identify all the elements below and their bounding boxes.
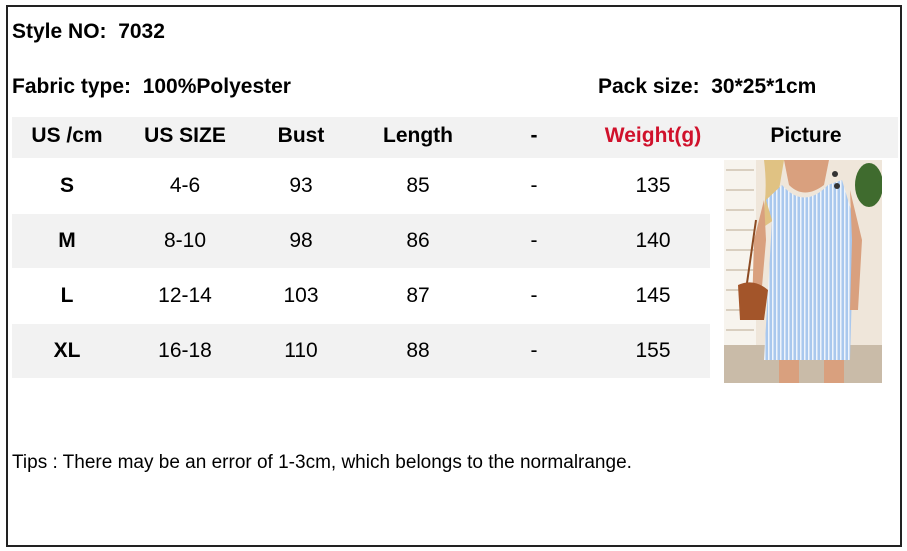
- cell-dash: -: [530, 229, 538, 252]
- cell-bust: 110: [284, 339, 318, 362]
- cell-weight: 155: [635, 339, 671, 362]
- cell-dash: -: [530, 339, 538, 362]
- cell-us-size: 16-18: [158, 339, 212, 362]
- cell-dash: -: [530, 284, 538, 307]
- cell-us-cm: M: [58, 229, 76, 252]
- header-picture: Picture: [770, 124, 842, 147]
- cell-us-cm: XL: [53, 339, 81, 362]
- cell-dash: -: [530, 174, 538, 197]
- cell-bust: 93: [289, 174, 313, 197]
- header-us-size: US SIZE: [144, 124, 226, 147]
- cell-length: 87: [406, 284, 430, 307]
- pack-label: Pack size:: [598, 75, 700, 98]
- cell-length: 88: [406, 339, 430, 362]
- tips-text: Tips : There may be an error of 1-3cm, w…: [12, 452, 632, 473]
- fabric-type: Fabric type: 100%Polyester: [12, 75, 291, 99]
- style-value: 7032: [118, 20, 165, 43]
- cell-length: 86: [406, 229, 430, 252]
- header-dash: -: [530, 124, 538, 147]
- cell-us-cm: L: [60, 284, 74, 307]
- header-bust: Bust: [277, 124, 325, 147]
- pack-value: 30*25*1cm: [711, 75, 817, 98]
- cell-bust: 103: [283, 284, 319, 307]
- cell-length: 85: [406, 174, 430, 197]
- header-weight: Weight(g): [604, 124, 702, 147]
- fabric-label: Fabric type:: [12, 75, 132, 98]
- cell-weight: 135: [635, 174, 671, 197]
- header-band: [12, 117, 898, 158]
- pack-size: Pack size: 30*25*1cm: [598, 75, 816, 99]
- product-picture: [724, 160, 882, 383]
- header-length: Length: [383, 124, 453, 147]
- cell-us-size: 12-14: [158, 284, 212, 307]
- cell-weight: 145: [635, 284, 671, 307]
- cell-us-size: 8-10: [163, 229, 207, 252]
- fabric-value: 100%Polyester: [142, 75, 291, 98]
- row-band: [12, 214, 710, 268]
- row-band: [12, 324, 710, 378]
- size-chart-frame: [6, 5, 902, 547]
- style-label: Style NO:: [12, 20, 107, 43]
- cell-weight: 140: [635, 229, 671, 252]
- cell-us-cm: S: [59, 174, 75, 197]
- style-number: Style NO: 7032: [12, 20, 165, 44]
- header-us-cm: US /cm: [31, 124, 103, 147]
- cell-bust: 98: [289, 229, 313, 252]
- cell-us-size: 4-6: [169, 174, 201, 197]
